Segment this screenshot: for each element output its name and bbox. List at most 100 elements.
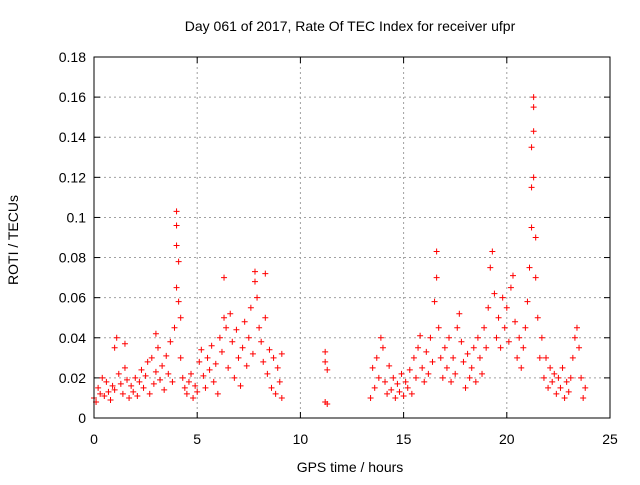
data-point — [152, 368, 159, 375]
data-point — [130, 388, 137, 395]
data-point — [256, 324, 263, 331]
data-point — [433, 274, 440, 281]
data-point — [239, 344, 246, 351]
data-point — [421, 378, 428, 385]
x-tick-label: 10 — [293, 431, 309, 447]
data-point — [520, 344, 527, 351]
data-point — [516, 334, 523, 341]
data-point — [204, 354, 211, 361]
data-point — [101, 392, 108, 399]
data-point — [173, 222, 180, 229]
data-point — [522, 324, 529, 331]
data-point — [107, 396, 114, 403]
data-point — [419, 364, 426, 371]
data-point — [497, 344, 504, 351]
data-point — [406, 366, 413, 373]
data-point — [245, 334, 252, 341]
data-point — [190, 394, 197, 401]
data-point — [532, 234, 539, 241]
y-tick-label: 0.14 — [59, 129, 86, 145]
data-point — [536, 354, 543, 361]
data-point — [152, 330, 159, 337]
data-point — [462, 384, 469, 391]
data-point — [258, 338, 265, 345]
y-axis-label: ROTI / TECUs — [5, 195, 21, 285]
data-point — [214, 390, 221, 397]
y-tick-label: 0.18 — [59, 49, 86, 65]
data-point — [512, 318, 519, 325]
data-point — [241, 318, 248, 325]
data-point — [173, 284, 180, 291]
data-point — [530, 94, 537, 101]
x-tick-label: 25 — [602, 431, 618, 447]
data-point — [505, 338, 512, 345]
data-point — [167, 338, 174, 345]
data-point — [254, 294, 261, 301]
data-point — [557, 384, 564, 391]
chart-title: Day 061 of 2017, Rate Of TEC Index for r… — [185, 18, 516, 34]
data-point — [251, 268, 258, 275]
axis-ticks: 0 5 10 15 20 25 0 0.02 0.04 0.06 0.08 0.1 0.12 0.14 0.… — [59, 49, 618, 447]
data-point — [136, 378, 143, 385]
data-point — [247, 304, 254, 311]
data-point — [371, 384, 378, 391]
data-point — [173, 208, 180, 215]
data-point — [400, 392, 407, 399]
data-point — [386, 362, 393, 369]
plot-frame — [93, 56, 611, 419]
x-tick-label: 5 — [193, 431, 201, 447]
data-point — [264, 370, 271, 377]
data-point — [567, 374, 574, 381]
data-point — [251, 278, 258, 285]
data-point — [472, 378, 479, 385]
data-point — [466, 374, 473, 381]
data-point — [435, 324, 442, 331]
data-point — [260, 358, 267, 365]
data-point — [227, 310, 234, 317]
data-point — [576, 344, 583, 351]
data-point — [450, 354, 457, 361]
data-point — [528, 144, 535, 151]
y-tick-label: 0.06 — [59, 290, 86, 306]
data-point — [563, 378, 570, 385]
data-point — [194, 388, 201, 395]
data-point — [262, 270, 269, 277]
data-point — [410, 354, 417, 361]
data-point — [163, 352, 170, 359]
data-point — [188, 370, 195, 377]
data-point — [569, 354, 576, 361]
data-point — [206, 366, 213, 373]
data-point — [276, 378, 283, 385]
data-point — [423, 348, 430, 355]
data-point — [429, 358, 436, 365]
data-point — [200, 372, 207, 379]
data-point — [322, 358, 329, 365]
data-point — [549, 378, 556, 385]
data-point — [396, 388, 403, 395]
data-point — [165, 370, 172, 377]
y-tick-label: 0.1 — [67, 209, 87, 225]
data-point — [161, 386, 168, 393]
data-point — [485, 304, 492, 311]
y-tick-label: 0.12 — [59, 169, 86, 185]
data-point — [272, 390, 279, 397]
data-point — [185, 378, 192, 385]
data-point — [218, 348, 225, 355]
data-point — [322, 348, 329, 355]
data-point — [481, 324, 488, 331]
data-point — [237, 382, 244, 389]
data-point — [173, 242, 180, 249]
data-point — [493, 334, 500, 341]
data-point — [144, 358, 151, 365]
data-point — [210, 378, 217, 385]
data-point — [431, 298, 438, 305]
data-point — [518, 364, 525, 371]
data-point — [528, 184, 535, 191]
data-point — [113, 334, 120, 341]
data-point — [128, 382, 135, 389]
data-point — [479, 370, 486, 377]
y-tick-label: 0.02 — [59, 370, 86, 386]
data-point — [192, 382, 199, 389]
data-point — [394, 380, 401, 387]
data-point — [154, 344, 161, 351]
